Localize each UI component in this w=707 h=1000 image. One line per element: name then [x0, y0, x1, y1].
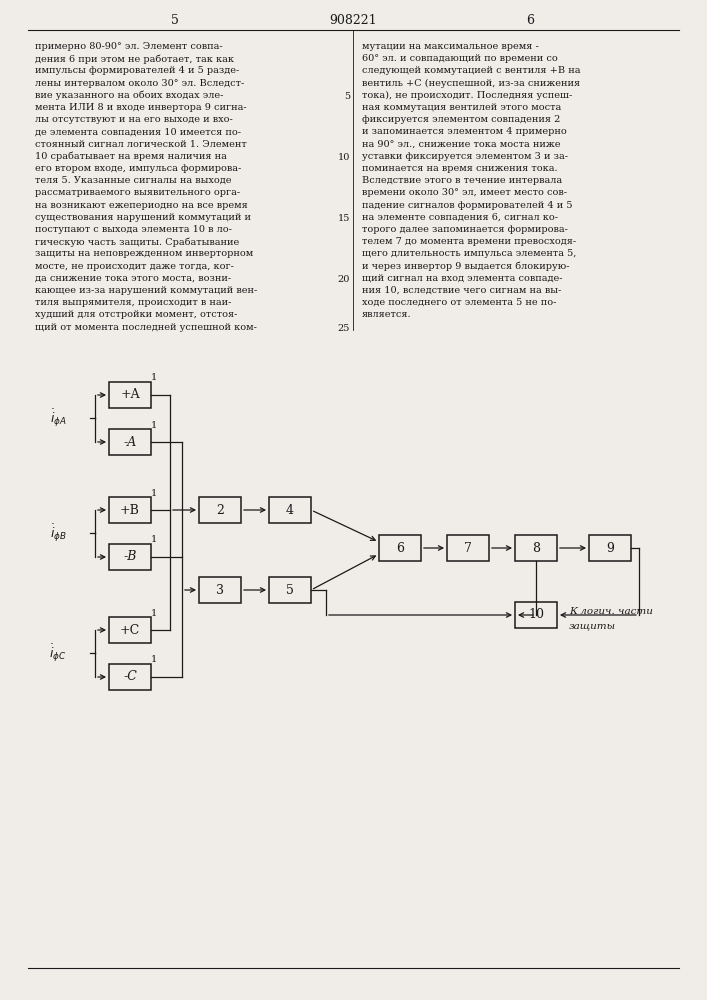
- Text: рассматриваемого выявительного орга-: рассматриваемого выявительного орга-: [35, 188, 240, 197]
- Text: его втором входе, импульса формирова-: его втором входе, импульса формирова-: [35, 164, 241, 173]
- Bar: [269, 497, 311, 523]
- Text: 10: 10: [528, 608, 544, 621]
- Text: 1: 1: [151, 488, 157, 497]
- Text: 1: 1: [151, 608, 157, 617]
- Bar: [447, 535, 489, 561]
- Text: поминается на время снижения тока.: поминается на время снижения тока.: [362, 164, 558, 173]
- Text: щего длительность импульса элемента 5,: щего длительность импульса элемента 5,: [362, 249, 576, 258]
- Text: телем 7 до момента времени превосходя-: телем 7 до момента времени превосходя-: [362, 237, 576, 246]
- Text: -B: -B: [123, 550, 136, 564]
- Text: 15: 15: [338, 214, 350, 223]
- Text: ходе последнего от элемента 5 не по-: ходе последнего от элемента 5 не по-: [362, 298, 556, 307]
- Text: гическую часть защиты. Срабатывание: гическую часть защиты. Срабатывание: [35, 237, 239, 247]
- Text: уставки фиксируется элементом 3 и за-: уставки фиксируется элементом 3 и за-: [362, 152, 568, 161]
- Text: ния 10, вследствие чего сигнам на вы-: ния 10, вследствие чего сигнам на вы-: [362, 286, 561, 295]
- Bar: [379, 535, 421, 561]
- Text: 5: 5: [344, 92, 350, 101]
- Text: 1: 1: [151, 536, 157, 544]
- Text: фиксируется элементом совпадения 2: фиксируется элементом совпадения 2: [362, 115, 561, 124]
- Bar: [199, 497, 241, 523]
- Text: де элемента совпадения 10 имеется по-: де элемента совпадения 10 имеется по-: [35, 127, 241, 136]
- Bar: [269, 577, 311, 603]
- Text: 4: 4: [286, 504, 294, 516]
- Text: 8: 8: [532, 542, 540, 554]
- Bar: [199, 577, 241, 603]
- Text: 3: 3: [216, 584, 224, 596]
- Text: на элементе совпадения 6, сигнал ко-: на элементе совпадения 6, сигнал ко-: [362, 213, 558, 222]
- Text: защиты: защиты: [569, 621, 616, 631]
- Text: $\dot{i}_{\phi B}$: $\dot{i}_{\phi B}$: [49, 522, 66, 544]
- Bar: [109, 617, 151, 643]
- Text: на возникают ежепериодно на все время: на возникают ежепериодно на все время: [35, 201, 247, 210]
- Text: 25: 25: [338, 324, 350, 333]
- Bar: [109, 544, 151, 570]
- Bar: [515, 602, 557, 628]
- Text: 908221: 908221: [329, 13, 378, 26]
- Text: импульсы формирователей 4 и 5 разде-: импульсы формирователей 4 и 5 разде-: [35, 66, 239, 75]
- Text: 60° эл. и совпадающий по времени со: 60° эл. и совпадающий по времени со: [362, 54, 558, 63]
- Text: щий сигнал на вход элемента совпаде-: щий сигнал на вход элемента совпаде-: [362, 274, 563, 283]
- Text: 7: 7: [464, 542, 472, 554]
- Text: 6: 6: [526, 13, 534, 26]
- Text: 1: 1: [151, 420, 157, 430]
- Bar: [109, 497, 151, 523]
- Text: 10 срабатывает на время наличия на: 10 срабатывает на время наличия на: [35, 152, 227, 161]
- Text: и через инвертор 9 выдается блокирую-: и через инвертор 9 выдается блокирую-: [362, 262, 570, 271]
- Text: -A: -A: [124, 436, 136, 448]
- Text: 9: 9: [606, 542, 614, 554]
- Text: кающее из-за нарушений коммутаций вен-: кающее из-за нарушений коммутаций вен-: [35, 286, 257, 295]
- Text: 2: 2: [216, 504, 224, 516]
- Text: лы отсутствуют и на его выходе и вхо-: лы отсутствуют и на его выходе и вхо-: [35, 115, 233, 124]
- Text: ная коммутация вентилей этого моста: ная коммутация вентилей этого моста: [362, 103, 561, 112]
- Text: времени около 30° эл, имеет место сов-: времени около 30° эл, имеет место сов-: [362, 188, 567, 197]
- Text: 1: 1: [151, 656, 157, 664]
- Text: мосте, не происходит даже тогда, ког-: мосте, не происходит даже тогда, ког-: [35, 262, 234, 271]
- Text: +B: +B: [120, 504, 140, 516]
- Text: щий от момента последней успешной ком-: щий от момента последней успешной ком-: [35, 323, 257, 332]
- Bar: [515, 535, 557, 561]
- Text: вие указанного на обоих входах эле-: вие указанного на обоих входах эле-: [35, 91, 223, 100]
- Text: защиты на неповрежденном инверторном: защиты на неповрежденном инверторном: [35, 249, 253, 258]
- Text: поступают с выхода элемента 10 в ло-: поступают с выхода элемента 10 в ло-: [35, 225, 232, 234]
- Text: примерно 80-90° эл. Элемент совпа-: примерно 80-90° эл. Элемент совпа-: [35, 42, 223, 51]
- Text: дения 6 при этом не работает, так как: дения 6 при этом не работает, так как: [35, 54, 234, 64]
- Text: 20: 20: [338, 275, 350, 284]
- Text: следующей коммутацией с вентиля +В на: следующей коммутацией с вентиля +В на: [362, 66, 580, 75]
- Bar: [109, 382, 151, 408]
- Text: 5: 5: [171, 13, 179, 26]
- Text: $\dot{i}_{\phi C}$: $\dot{i}_{\phi C}$: [49, 642, 66, 664]
- Text: является.: является.: [362, 310, 411, 319]
- Text: существования нарушений коммутаций и: существования нарушений коммутаций и: [35, 213, 251, 222]
- Bar: [109, 664, 151, 690]
- Text: на 90° эл., снижение тока моста ниже: на 90° эл., снижение тока моста ниже: [362, 140, 561, 149]
- Text: тиля выпрямителя, происходит в наи-: тиля выпрямителя, происходит в наи-: [35, 298, 231, 307]
- Bar: [109, 429, 151, 455]
- Text: торого далее запоминается формирова-: торого далее запоминается формирова-: [362, 225, 568, 234]
- Text: 1: 1: [151, 373, 157, 382]
- Text: лены интервалом около 30° эл. Вследст-: лены интервалом около 30° эл. Вследст-: [35, 79, 244, 88]
- Text: 6: 6: [396, 542, 404, 554]
- Text: $\dot{i}_{\phi A}$: $\dot{i}_{\phi A}$: [49, 407, 66, 429]
- Text: +C: +C: [120, 624, 140, 637]
- Text: падение сигналов формирователей 4 и 5: падение сигналов формирователей 4 и 5: [362, 201, 573, 210]
- Text: 10: 10: [338, 153, 350, 162]
- Text: вентиль +С (неуспешной, из-за снижения: вентиль +С (неуспешной, из-за снижения: [362, 79, 580, 88]
- Text: теля 5. Указанные сигналы на выходе: теля 5. Указанные сигналы на выходе: [35, 176, 231, 185]
- Text: тока), не происходит. Последняя успеш-: тока), не происходит. Последняя успеш-: [362, 91, 572, 100]
- Text: +A: +A: [120, 388, 140, 401]
- Text: Вследствие этого в течение интервала: Вследствие этого в течение интервала: [362, 176, 562, 185]
- Text: мента ИЛИ 8 и входе инвертора 9 сигна-: мента ИЛИ 8 и входе инвертора 9 сигна-: [35, 103, 247, 112]
- Bar: [589, 535, 631, 561]
- Text: худший для отстройки момент, отстоя-: худший для отстройки момент, отстоя-: [35, 310, 238, 319]
- Text: -C: -C: [123, 670, 137, 684]
- Text: 5: 5: [286, 584, 294, 596]
- Text: и запоминается элементом 4 примерно: и запоминается элементом 4 примерно: [362, 127, 567, 136]
- Text: да снижение тока этого моста, возни-: да снижение тока этого моста, возни-: [35, 274, 231, 283]
- Text: К логич. части: К логич. части: [569, 606, 653, 615]
- Text: мутации на максимальное время -: мутации на максимальное время -: [362, 42, 539, 51]
- Text: стоянный сигнал логической 1. Элемент: стоянный сигнал логической 1. Элемент: [35, 140, 247, 149]
